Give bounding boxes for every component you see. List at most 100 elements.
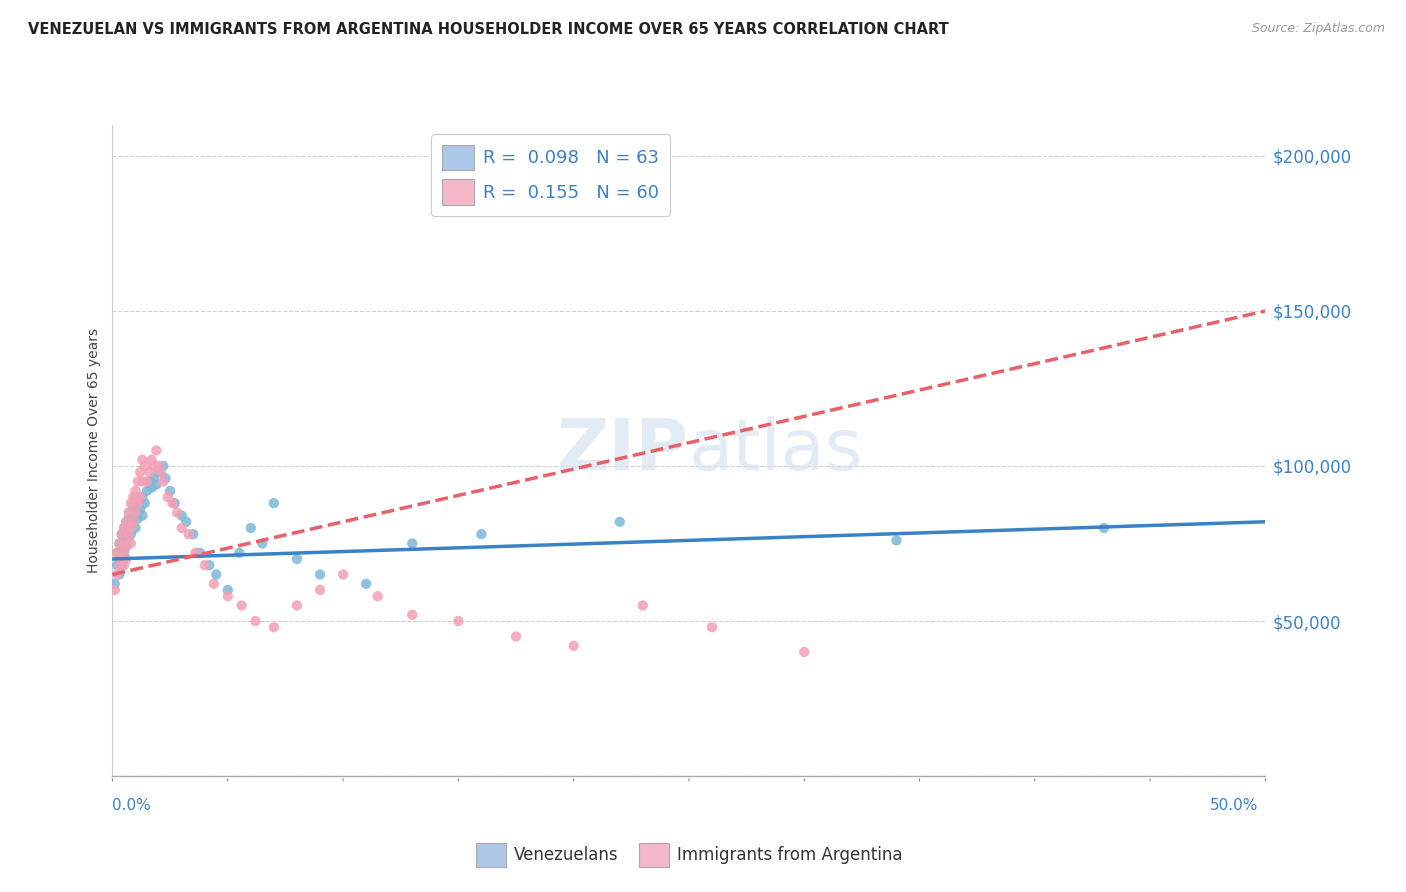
Point — [155, 471, 177, 485]
Point — [309, 582, 332, 597]
Point — [217, 582, 239, 597]
Point — [354, 576, 377, 591]
Point — [134, 496, 156, 510]
Point — [194, 558, 217, 573]
Point — [111, 558, 134, 573]
Point — [124, 521, 146, 535]
Point — [143, 458, 166, 473]
Point — [309, 567, 332, 582]
Point — [129, 465, 152, 479]
Point — [131, 490, 153, 504]
Point — [120, 521, 142, 535]
Point — [108, 536, 131, 550]
Point — [138, 475, 160, 489]
Point — [562, 639, 585, 653]
Text: ZIP: ZIP — [557, 416, 689, 485]
Point — [156, 490, 179, 504]
Point — [112, 521, 135, 535]
Point — [112, 536, 135, 550]
Point — [115, 533, 138, 548]
Point — [104, 582, 127, 597]
Text: 50.0%: 50.0% — [1211, 798, 1258, 814]
Point — [115, 552, 138, 566]
Y-axis label: Householder Income Over 65 years: Householder Income Over 65 years — [87, 328, 101, 573]
Point — [285, 552, 308, 566]
Point — [112, 542, 135, 557]
Point — [108, 552, 131, 566]
Point — [117, 524, 139, 538]
Text: VENEZUELAN VS IMMIGRANTS FROM ARGENTINA HOUSEHOLDER INCOME OVER 65 YEARS CORRELA: VENEZUELAN VS IMMIGRANTS FROM ARGENTINA … — [28, 22, 949, 37]
Point — [120, 521, 142, 535]
Point — [105, 567, 128, 582]
Point — [115, 515, 138, 529]
Point — [401, 536, 423, 550]
Point — [149, 465, 172, 479]
Point — [163, 496, 186, 510]
Point — [117, 530, 139, 544]
Point — [198, 558, 221, 573]
Point — [136, 483, 159, 498]
Point — [152, 475, 174, 489]
Point — [131, 475, 153, 489]
Point — [217, 589, 239, 603]
Point — [127, 511, 149, 525]
Point — [205, 567, 228, 582]
Point — [134, 458, 156, 473]
Point — [108, 558, 131, 573]
Point — [111, 552, 134, 566]
Point — [631, 599, 654, 613]
Point — [120, 536, 142, 550]
Point — [131, 452, 153, 467]
Point — [120, 527, 142, 541]
Point — [447, 614, 470, 628]
Point — [112, 521, 135, 535]
Legend: Venezuelans, Immigrants from Argentina: Venezuelans, Immigrants from Argentina — [468, 837, 910, 873]
Point — [112, 552, 135, 566]
Point — [115, 540, 138, 554]
Point — [166, 506, 188, 520]
Point — [505, 630, 527, 644]
Point — [115, 536, 138, 550]
Point — [252, 536, 274, 550]
Point — [105, 546, 128, 560]
Point — [124, 506, 146, 520]
Point — [104, 576, 127, 591]
Point — [177, 527, 200, 541]
Point — [202, 576, 225, 591]
Point — [138, 465, 160, 479]
Point — [136, 475, 159, 489]
Point — [886, 533, 908, 548]
Point — [108, 536, 131, 550]
Point — [184, 546, 207, 560]
Point — [120, 496, 142, 510]
Text: Source: ZipAtlas.com: Source: ZipAtlas.com — [1251, 22, 1385, 36]
Point — [112, 558, 135, 573]
Point — [105, 546, 128, 560]
Point — [117, 511, 139, 525]
Point — [145, 443, 167, 458]
Point — [124, 490, 146, 504]
Point — [145, 477, 167, 491]
Point — [122, 515, 145, 529]
Point — [700, 620, 723, 634]
Point — [124, 506, 146, 520]
Point — [174, 515, 197, 529]
Point — [228, 546, 250, 560]
Point — [112, 546, 135, 560]
Point — [148, 458, 170, 473]
Point — [124, 483, 146, 498]
Point — [117, 527, 139, 541]
Point — [141, 452, 163, 467]
Point — [111, 542, 134, 557]
Point — [115, 515, 138, 529]
Point — [170, 508, 193, 523]
Point — [111, 527, 134, 541]
Point — [105, 558, 128, 573]
Point — [231, 599, 253, 613]
Point — [127, 475, 149, 489]
Point — [793, 645, 815, 659]
Point — [609, 515, 631, 529]
Point — [120, 506, 142, 520]
Point — [122, 500, 145, 514]
Point — [143, 471, 166, 485]
